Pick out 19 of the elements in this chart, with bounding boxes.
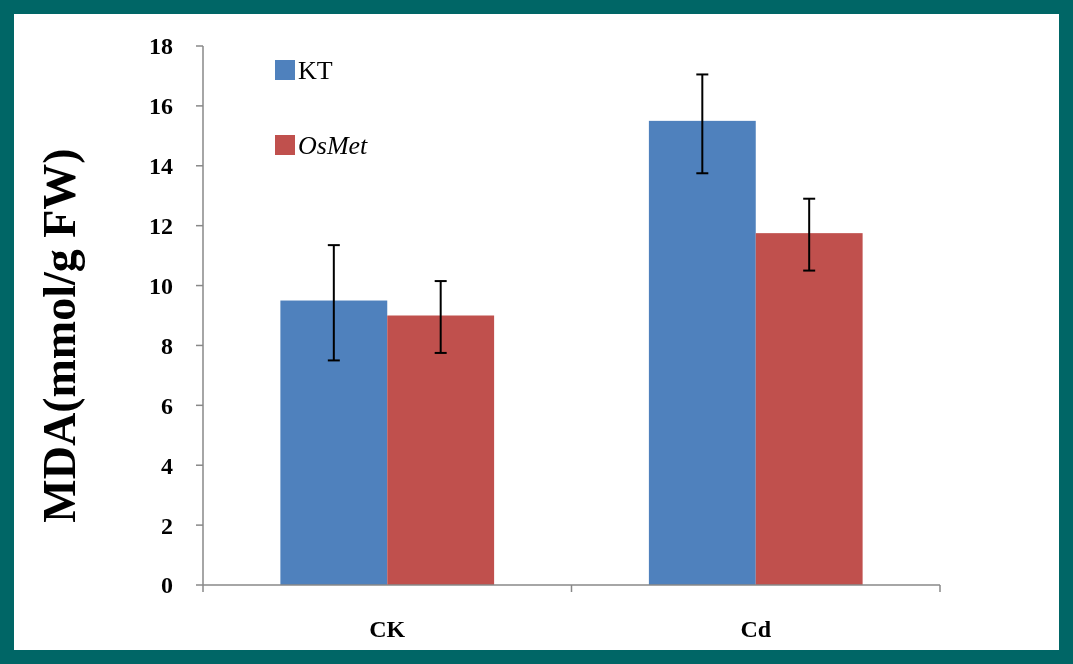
- y-tick-label: 0: [161, 572, 173, 599]
- y-tick-label: 18: [149, 33, 173, 60]
- bar: [648, 120, 756, 585]
- y-tick-label: 8: [161, 332, 173, 359]
- y-tick-label: 14: [149, 153, 173, 180]
- x-tick-label: CK: [369, 616, 406, 642]
- bar: [280, 300, 388, 585]
- y-tick-label: 16: [149, 93, 173, 120]
- bar: [387, 315, 495, 585]
- y-tick-label: 6: [161, 392, 173, 419]
- y-tick-label: 4: [161, 452, 173, 479]
- legend-label: KT: [298, 56, 333, 86]
- y-tick-label: 10: [149, 272, 173, 299]
- x-tick-label: Cd: [740, 616, 772, 642]
- y-axis-title: MDA(mmol/g FW): [34, 148, 85, 523]
- bar: [755, 233, 863, 585]
- legend-label: OsMet: [298, 131, 369, 161]
- y-tick-label: 2: [161, 512, 173, 539]
- y-tick-label: 12: [149, 213, 173, 240]
